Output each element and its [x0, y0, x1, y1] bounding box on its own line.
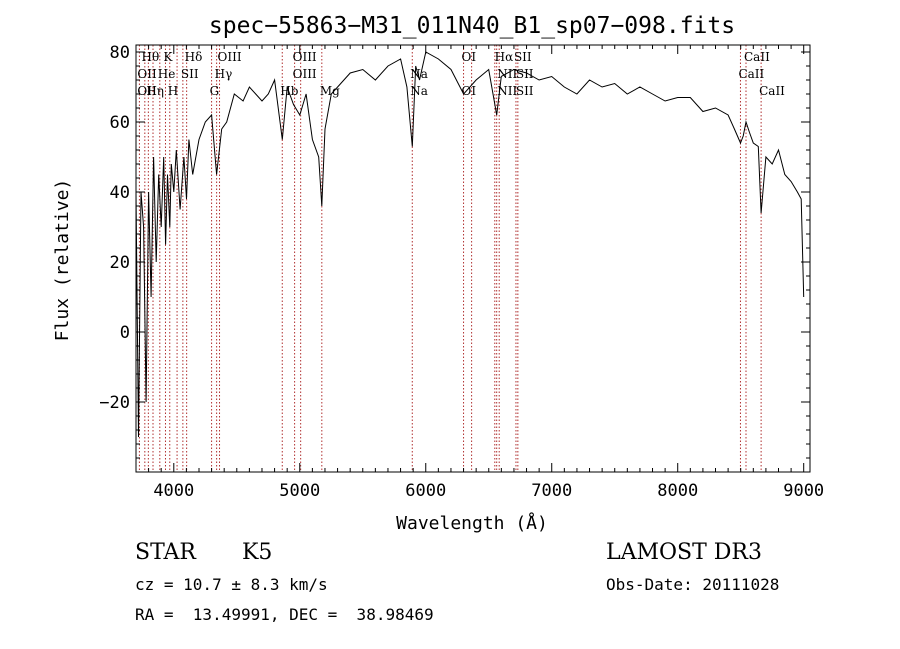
line-marker-label: SII	[181, 67, 199, 81]
line-marker-label: G	[210, 84, 220, 98]
object-class: STAR	[135, 540, 196, 565]
line-marker-label: SII	[516, 84, 534, 98]
line-marker-label: Hα	[495, 50, 514, 64]
y-tick-label: 20	[110, 253, 130, 273]
x-tick-label: 9000	[783, 481, 824, 501]
line-marker-label: H	[168, 84, 178, 98]
line-marker-label: Mg	[320, 84, 340, 98]
line-marker-label: CaII	[744, 50, 770, 64]
line-marker-label: SII	[514, 50, 532, 64]
line-marker-label: Hb	[280, 84, 298, 98]
line-marker-label: Hγ	[215, 67, 233, 81]
line-marker-label: CaII	[738, 67, 764, 81]
line-marker-label: OI	[462, 84, 477, 98]
x-tick-label: 5000	[279, 481, 320, 501]
redshift-value: cz = 10.7 ± 8.3 km/s	[135, 575, 328, 594]
line-marker-label: Na	[410, 84, 428, 98]
y-tick-label: 40	[110, 183, 130, 203]
line-marker-label: NII	[497, 84, 517, 98]
line-marker-label: CaII	[759, 84, 785, 98]
line-marker-label: He	[158, 67, 176, 81]
line-marker-label: OI	[462, 50, 477, 64]
line-marker-label: OII	[137, 67, 157, 81]
line-marker-label: OII	[137, 84, 157, 98]
line-marker-label: Hδ	[185, 50, 203, 64]
x-tick-label: 8000	[657, 481, 698, 501]
line-marker-label: OIII	[218, 50, 242, 64]
y-tick-label: 0	[120, 323, 130, 343]
spectrum-series-line	[135, 51, 805, 438]
line-marker-label: NII	[497, 67, 517, 81]
line-markers	[138, 45, 762, 472]
line-marker-label: Na	[410, 67, 428, 81]
chart-title: spec−55863−M31_011N40_B1_sp07−098.fits	[209, 13, 735, 39]
line-marker-label: SII	[516, 67, 534, 81]
spectral-subclass: K5	[242, 540, 273, 565]
survey-name: LAMOST DR3	[606, 540, 762, 565]
y-tick-label: −20	[99, 393, 130, 413]
observation-date: Obs-Date: 20111028	[606, 575, 780, 594]
line-marker-label: Hη	[146, 84, 164, 98]
axes: 4000 5000 6000 7000 8000 9000 −20 0 20 40 60 80	[99, 43, 824, 501]
line-marker-label: OIII	[293, 50, 317, 64]
y-tick-label: 60	[110, 113, 130, 133]
line-marker-label: K	[163, 50, 173, 64]
y-tick-label: 80	[110, 43, 130, 63]
line-marker-label: Hθ	[142, 50, 160, 64]
y-axis-label: Flux (relative)	[52, 179, 73, 342]
line-marker-label: OIII	[293, 67, 317, 81]
plot-frame	[135, 44, 811, 473]
x-axis-label: Wavelength (Å)	[396, 512, 548, 534]
x-tick-label: 6000	[405, 481, 446, 501]
x-tick-label: 7000	[531, 481, 572, 501]
coordinates: RA = 13.49991, DEC = 38.98469	[135, 605, 434, 624]
x-tick-label: 4000	[153, 481, 194, 501]
